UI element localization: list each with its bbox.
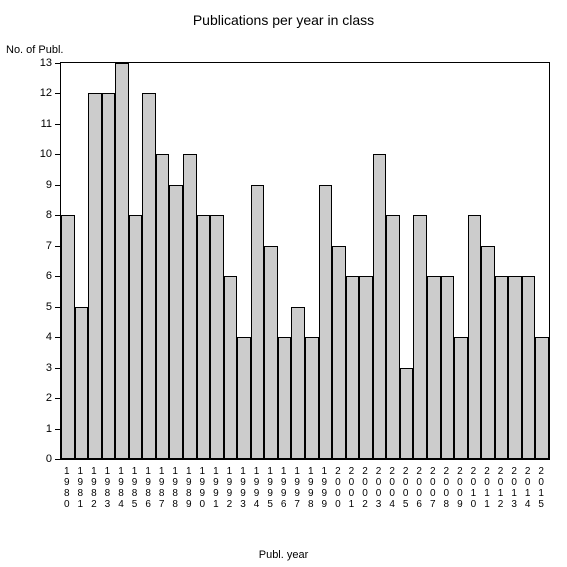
y-tick-label: 8 bbox=[46, 209, 52, 221]
x-axis-title: Publ. year bbox=[0, 549, 567, 561]
plot-area bbox=[60, 62, 550, 460]
x-tick-label: 1982 bbox=[87, 466, 101, 510]
x-axis-ticks: 1980198119821983198419851986198719881989… bbox=[60, 462, 550, 542]
x-tick-label: 1998 bbox=[304, 466, 318, 510]
y-tick-label: 2 bbox=[46, 392, 52, 404]
x-tick-label: 1984 bbox=[114, 466, 128, 510]
x-tick-label: 2011 bbox=[480, 466, 494, 510]
y-tick-label: 9 bbox=[46, 179, 52, 191]
bar bbox=[413, 215, 427, 459]
y-tick-label: 0 bbox=[46, 453, 52, 465]
y-tick-label: 10 bbox=[40, 148, 52, 160]
x-tick-label: 1988 bbox=[168, 466, 182, 510]
y-tick-label: 11 bbox=[41, 118, 52, 130]
bar bbox=[522, 276, 536, 459]
bar bbox=[495, 276, 509, 459]
x-tick-label: 1981 bbox=[74, 466, 88, 510]
x-tick-label: 1992 bbox=[223, 466, 237, 510]
x-tick-label: 2000 bbox=[331, 466, 345, 510]
bar bbox=[359, 276, 373, 459]
bar bbox=[319, 185, 333, 459]
bar bbox=[441, 276, 455, 459]
bar bbox=[183, 154, 197, 459]
x-tick-label: 1985 bbox=[128, 466, 142, 510]
bar bbox=[332, 246, 346, 459]
bar bbox=[129, 215, 143, 459]
y-tick-label: 12 bbox=[40, 87, 52, 99]
bar bbox=[169, 185, 183, 459]
y-axis-ticks: 012345678910111213 bbox=[0, 62, 60, 460]
bar bbox=[75, 307, 89, 459]
bars-group bbox=[61, 63, 549, 459]
bar bbox=[156, 154, 170, 459]
x-tick-label: 1989 bbox=[182, 466, 196, 510]
x-tick-label: 1993 bbox=[236, 466, 250, 510]
x-tick-label: 1980 bbox=[60, 466, 74, 510]
bar bbox=[346, 276, 360, 459]
x-tick-label: 2001 bbox=[345, 466, 359, 510]
x-tick-label: 2014 bbox=[521, 466, 535, 510]
bar bbox=[142, 93, 156, 459]
bar bbox=[264, 246, 278, 459]
x-tick-label: 1991 bbox=[209, 466, 223, 510]
x-tick-label: 2004 bbox=[385, 466, 399, 510]
bar bbox=[508, 276, 522, 459]
x-tick-label: 2008 bbox=[440, 466, 454, 510]
x-tick-label: 1983 bbox=[101, 466, 115, 510]
chart-title: Publications per year in class bbox=[0, 12, 567, 28]
bar bbox=[535, 337, 549, 459]
x-tick-label: 2006 bbox=[412, 466, 426, 510]
bar bbox=[115, 63, 129, 459]
x-tick-label: 2007 bbox=[426, 466, 440, 510]
x-tick-label: 2003 bbox=[372, 466, 386, 510]
x-tick-label: 1986 bbox=[141, 466, 155, 510]
bar bbox=[468, 215, 482, 459]
publications-chart: Publications per year in class No. of Pu… bbox=[0, 0, 567, 567]
x-tick-label: 2002 bbox=[358, 466, 372, 510]
x-tick-label: 2015 bbox=[534, 466, 548, 510]
y-tick-label: 6 bbox=[46, 270, 52, 282]
y-tick-label: 7 bbox=[46, 240, 52, 252]
bar bbox=[224, 276, 238, 459]
x-tick-label: 1996 bbox=[277, 466, 291, 510]
x-tick-label: 2005 bbox=[399, 466, 413, 510]
y-tick-label: 4 bbox=[46, 331, 52, 343]
bar bbox=[481, 246, 495, 459]
bar bbox=[102, 93, 116, 459]
bar bbox=[251, 185, 265, 459]
bar bbox=[278, 337, 292, 459]
bar bbox=[210, 215, 224, 459]
bar bbox=[400, 368, 414, 459]
bar bbox=[454, 337, 468, 459]
bar bbox=[237, 337, 251, 459]
y-axis-title: No. of Publ. bbox=[6, 44, 63, 56]
y-tick-label: 1 bbox=[46, 423, 52, 435]
x-tick-label: 1995 bbox=[263, 466, 277, 510]
x-tick-label: 1994 bbox=[250, 466, 264, 510]
bar bbox=[305, 337, 319, 459]
x-tick-label: 2009 bbox=[453, 466, 467, 510]
bar bbox=[291, 307, 305, 459]
y-tick-label: 5 bbox=[46, 301, 52, 313]
bar bbox=[61, 215, 75, 459]
bar bbox=[373, 154, 387, 459]
bar bbox=[427, 276, 441, 459]
y-tick-label: 3 bbox=[46, 362, 52, 374]
x-tick-label: 2010 bbox=[467, 466, 481, 510]
x-tick-label: 2012 bbox=[494, 466, 508, 510]
x-tick-label: 1987 bbox=[155, 466, 169, 510]
x-tick-label: 1997 bbox=[290, 466, 304, 510]
x-tick-label: 1990 bbox=[196, 466, 210, 510]
bar bbox=[88, 93, 102, 459]
bar bbox=[197, 215, 211, 459]
y-tick-label: 13 bbox=[40, 57, 52, 69]
x-tick-label: 2013 bbox=[507, 466, 521, 510]
x-tick-label: 1999 bbox=[318, 466, 332, 510]
bar bbox=[386, 215, 400, 459]
